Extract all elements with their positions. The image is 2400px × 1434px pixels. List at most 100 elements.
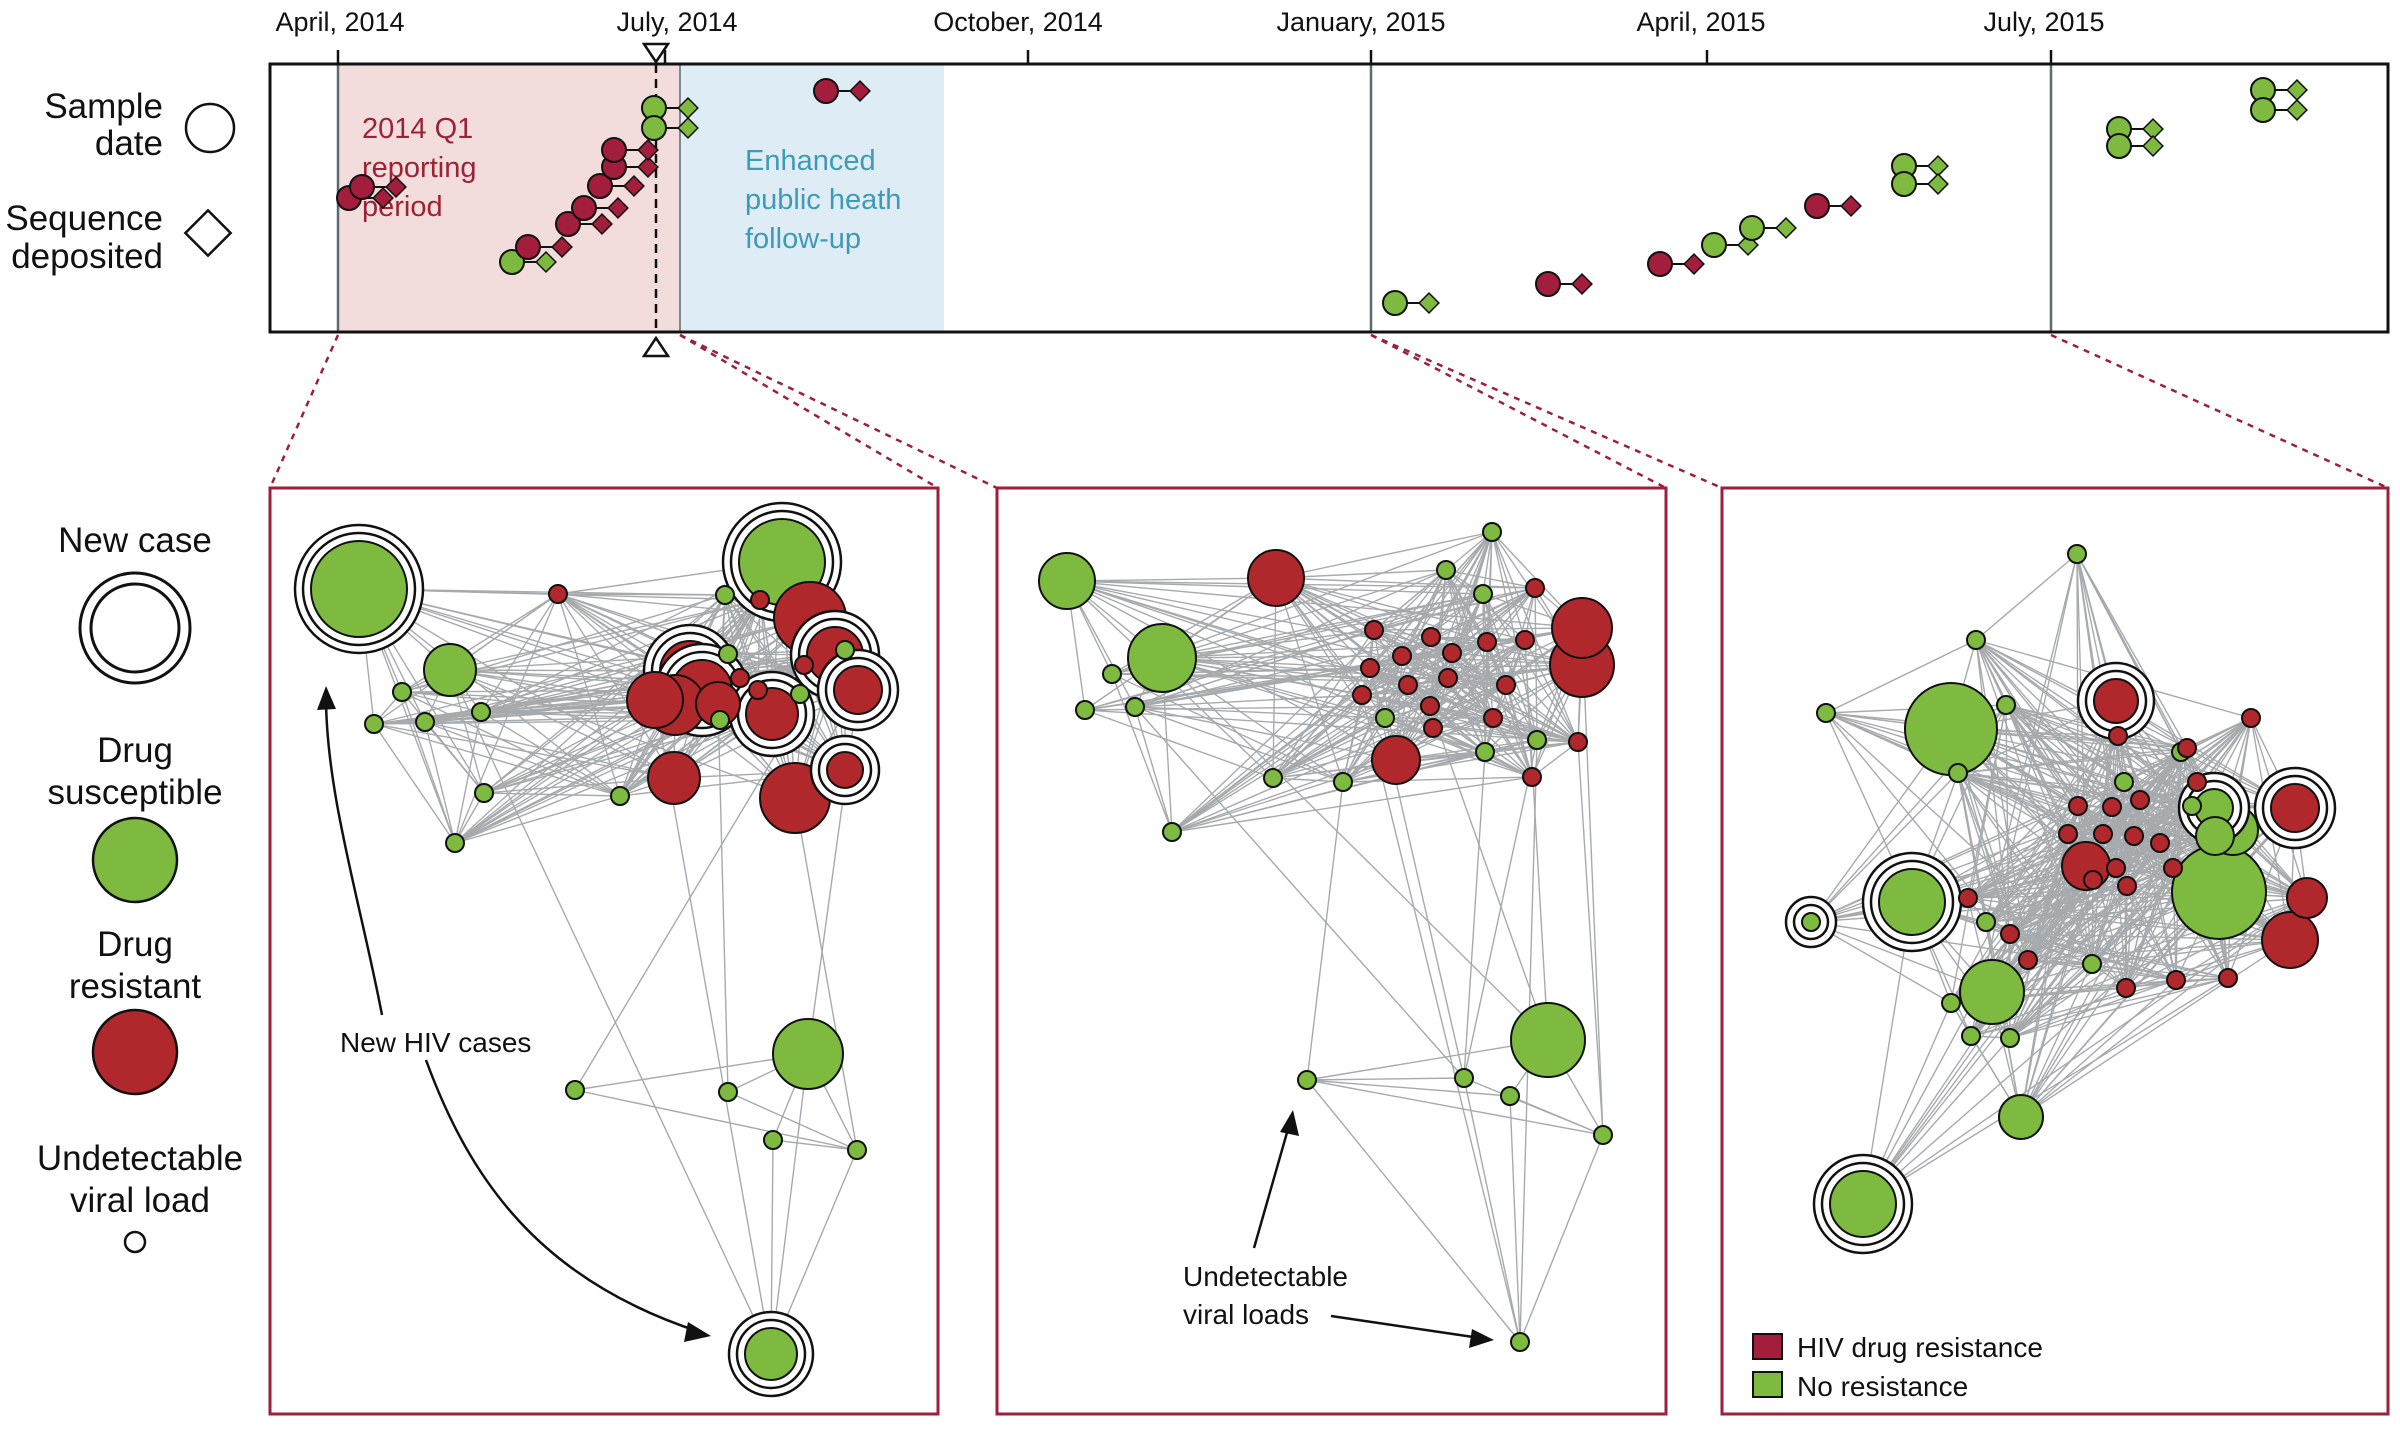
legend-new-case: New case xyxy=(58,521,212,560)
network-edge xyxy=(2009,933,2229,979)
network-edge xyxy=(1384,717,1533,778)
drug-susceptible-node xyxy=(2000,1028,2020,1048)
timeline-event xyxy=(1891,171,1949,197)
drug-susceptible-node xyxy=(1475,742,1495,762)
network-edge xyxy=(1492,717,1579,743)
network-edge xyxy=(1361,641,1488,696)
connector-3a xyxy=(1370,333,1723,490)
sequence-deposited-marker xyxy=(2142,118,2164,140)
sample-date-marker xyxy=(587,173,613,199)
network-edge xyxy=(1342,776,1533,783)
drug-susceptible-node xyxy=(1527,730,1547,750)
tick-label-jul-2014: July, 2014 xyxy=(616,7,737,37)
sequence-deposited-marker xyxy=(637,156,659,178)
network-edge xyxy=(2091,963,2177,981)
drug-resistant-node xyxy=(2117,876,2137,896)
network-edge xyxy=(1134,569,1447,708)
network-edge xyxy=(1272,741,1579,779)
network-edge xyxy=(1306,1079,1521,1343)
sequence-deposited-marker xyxy=(849,80,871,102)
network-edge xyxy=(1581,627,1604,1136)
network-edge xyxy=(373,723,675,779)
drug-resistant-node xyxy=(748,680,768,700)
timeline-event xyxy=(571,195,629,221)
network-edge xyxy=(1862,867,2117,1205)
timeline-event xyxy=(1891,153,1949,179)
network-edge xyxy=(454,795,621,844)
drug-susceptible-node xyxy=(1125,697,1145,717)
drug-resistant-node xyxy=(2124,826,2144,846)
drug-resistant-node xyxy=(548,584,568,604)
network-edge xyxy=(2009,977,2229,1039)
network-edge xyxy=(1361,694,1521,1343)
drug-susceptible-node xyxy=(1948,763,1968,783)
network-edge xyxy=(1967,735,2119,899)
drug-susceptible-node xyxy=(710,710,730,730)
sequence-deposited-marker xyxy=(535,251,557,273)
drug-susceptible-icon xyxy=(91,816,179,904)
drug-susceptible-node xyxy=(474,783,494,803)
network-edge xyxy=(2009,933,2093,965)
timeline-event xyxy=(587,173,645,199)
undetectable-icon xyxy=(123,1230,147,1254)
timeline-frame xyxy=(268,62,2390,334)
drug-resistant-node xyxy=(2150,833,2170,853)
drug-susceptible-node xyxy=(1510,1002,1586,1078)
sequence-deposited-marker xyxy=(372,187,394,209)
drug-susceptible-node xyxy=(1162,822,1182,842)
drug-susceptible-node xyxy=(471,702,491,722)
sample-date-marker xyxy=(1701,232,1727,258)
enhanced-followup-region xyxy=(680,64,944,332)
drug-susceptible-node xyxy=(2067,544,2087,564)
network-edge xyxy=(1373,569,1447,631)
network-edge xyxy=(401,691,456,844)
drug-susceptible-node xyxy=(1593,1125,1613,1145)
network-edge xyxy=(1111,673,1344,783)
sample-date-marker xyxy=(2250,97,2276,123)
legend-sample-date-line1: Sample xyxy=(44,87,163,126)
network-edge xyxy=(1306,781,1344,1081)
arrowhead-up-icon xyxy=(317,686,336,710)
drug-resistant-node xyxy=(2106,858,2126,878)
network-edge xyxy=(1492,717,1533,778)
sequence-deposited-marker xyxy=(1927,155,1949,177)
timeline-event xyxy=(1535,271,1593,297)
resistance-key: HIV drug resistance No resistance xyxy=(1752,1332,2043,1402)
q1-label-line3: period xyxy=(362,191,443,223)
network-edge xyxy=(483,792,621,797)
network-edge xyxy=(1967,835,2135,899)
network-edge xyxy=(2020,897,2308,1118)
drug-susceptible-node xyxy=(1510,1332,1530,1352)
drug-resistant-node xyxy=(794,655,814,675)
network-edge xyxy=(2005,704,2296,809)
network-edge xyxy=(574,1089,858,1151)
drug-susceptible-node xyxy=(744,1327,798,1381)
legend-sequence-line1: Sequence xyxy=(5,199,163,238)
network-edge xyxy=(1950,700,2117,1004)
sample-date-marker xyxy=(499,249,525,275)
network-edge xyxy=(2020,939,2291,1118)
sample-date-marker xyxy=(1891,171,1917,197)
sequence-deposited-marker xyxy=(1571,273,1593,295)
network-edge xyxy=(1373,627,1583,631)
drug-susceptible-node xyxy=(790,684,810,704)
drug-resistant-node xyxy=(2083,870,2103,890)
network-edge xyxy=(1463,1077,1521,1343)
network-edge xyxy=(1810,833,2104,923)
network-edge xyxy=(1111,673,1173,833)
network-edge xyxy=(1084,709,1579,743)
network-edge xyxy=(449,669,772,1355)
drug-resistant-node xyxy=(1247,549,1305,607)
drug-resistant-node xyxy=(2068,796,2088,816)
network-edge xyxy=(2020,979,2177,1118)
network-edge xyxy=(1482,531,1493,595)
sequence-deposited-marker xyxy=(551,236,573,258)
sample-date-marker xyxy=(1535,271,1561,297)
new-hiv-cases-label: New HIV cases xyxy=(340,1027,531,1058)
network-edge xyxy=(1825,639,1977,714)
drug-resistant-node xyxy=(647,751,701,805)
q1-reporting-region xyxy=(338,64,680,332)
drug-susceptible-node xyxy=(1966,630,1986,650)
drug-resistant-node xyxy=(1551,597,1613,659)
network-edge xyxy=(1491,531,1526,641)
